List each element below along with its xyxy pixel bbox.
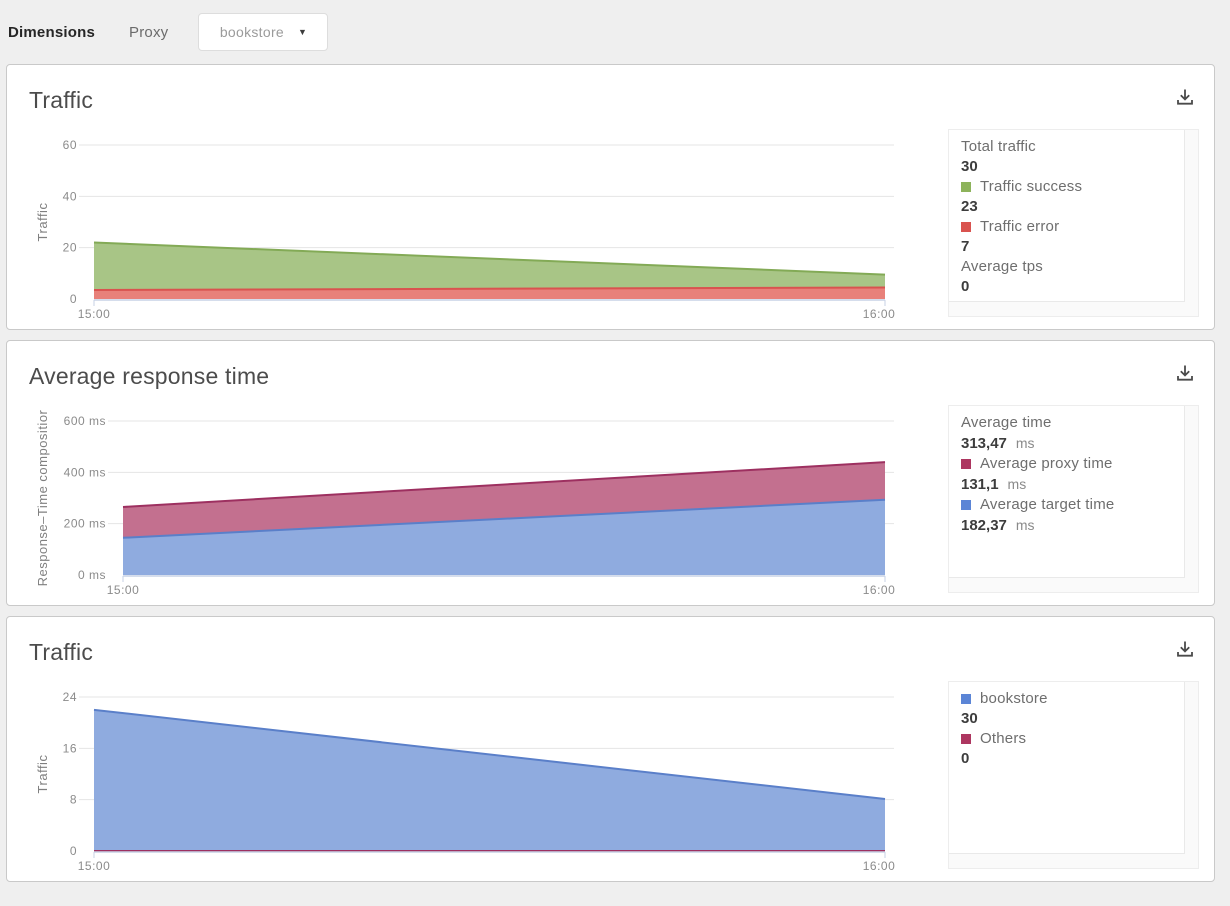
svg-text:15:00: 15:00 <box>78 859 111 873</box>
svg-text:Traffic: Traffic <box>35 203 50 242</box>
svg-text:24: 24 <box>63 690 77 704</box>
svg-text:16:00: 16:00 <box>863 583 896 597</box>
unit-label: ms <box>1015 517 1035 533</box>
legend-label: Average tps <box>961 258 1043 275</box>
svg-text:20: 20 <box>63 241 77 255</box>
unit-label: ms <box>1007 476 1027 492</box>
svg-text:600 ms: 600 ms <box>64 414 106 428</box>
traffic-panel: Traffic 0 20 40 60 15:00 16:00 Traffic Total t… <box>6 64 1215 330</box>
svg-text:16: 16 <box>63 741 77 755</box>
toolbar: Dimensions Proxy bookstore ▼ <box>0 0 1230 64</box>
others-swatch <box>961 734 971 744</box>
download-button[interactable] <box>1174 363 1196 385</box>
svg-text:0 ms: 0 ms <box>78 568 106 582</box>
legend-value: 0 <box>961 750 970 767</box>
legend-value: 182,37 ms <box>961 517 1035 534</box>
svg-text:15:00: 15:00 <box>78 307 111 321</box>
download-icon <box>1175 641 1195 662</box>
download-icon <box>1175 89 1195 110</box>
traffic-legend: Total traffic 30 Traffic success 23 Traf… <box>949 130 1185 302</box>
proxy-time-swatch <box>961 459 971 469</box>
traffic-chart: 0 20 40 60 15:00 16:00 Traffic <box>35 138 896 321</box>
proxy-select-value: bookstore <box>219 24 284 40</box>
download-icon <box>1175 365 1195 386</box>
svg-text:60: 60 <box>63 138 77 152</box>
dimensions-label: Dimensions <box>8 23 96 41</box>
traffic-success-swatch <box>961 182 971 192</box>
legend-value: 23 <box>961 198 978 215</box>
bookstore-swatch <box>961 694 971 704</box>
svg-text:8: 8 <box>70 793 77 807</box>
proxy-select[interactable]: bookstore ▼ <box>198 13 329 51</box>
svg-text:400 ms: 400 ms <box>64 465 106 479</box>
legend-value: 30 <box>961 158 978 175</box>
response-time-chart: 0 ms 200 ms 400 ms 600 ms 15:00 16:00 Response… <box>35 409 896 597</box>
traffic-by-proxy-panel: Traffic 0 8 16 24 15:00 16:00 Traffic bookstor… <box>6 616 1215 882</box>
target-time-swatch <box>961 500 971 510</box>
svg-text:16:00: 16:00 <box>863 307 896 321</box>
svg-text:Traffic: Traffic <box>35 755 50 794</box>
legend-label: Traffic success <box>961 177 1172 197</box>
response-time-legend: Average time 313,47 ms Average proxy time… <box>949 406 1185 578</box>
page-title: Average response time <box>29 363 270 389</box>
avg-response-time-panel: Average response time 0 ms 200 ms 400 ms 60… <box>6 340 1215 606</box>
svg-text:0: 0 <box>70 292 77 306</box>
page-title: Traffic <box>29 639 94 665</box>
download-button[interactable] <box>1174 639 1196 661</box>
legend-label: Traffic error <box>961 217 1172 237</box>
svg-text:16:00: 16:00 <box>863 859 896 873</box>
svg-text:15:00: 15:00 <box>107 583 140 597</box>
legend-scroll-area[interactable]: bookstore 30 Others 0 <box>948 681 1199 869</box>
legend-label: Average time <box>961 414 1052 431</box>
download-button[interactable] <box>1174 87 1196 109</box>
chevron-down-icon: ▼ <box>298 27 307 37</box>
legend-label: Total traffic <box>961 138 1036 155</box>
legend-value: 313,47 ms <box>961 435 1035 452</box>
traffic-by-proxy-legend: bookstore 30 Others 0 <box>949 682 1185 854</box>
svg-text:40: 40 <box>63 189 77 203</box>
svg-text:0: 0 <box>70 844 77 858</box>
proxy-label: Proxy <box>129 23 169 41</box>
traffic-by-proxy-chart: 0 8 16 24 15:00 16:00 Traffic <box>35 690 896 873</box>
legend-value: 0 <box>961 278 970 295</box>
legend-label: Average target time <box>961 495 1172 515</box>
svg-text:200 ms: 200 ms <box>64 517 106 531</box>
unit-label: ms <box>1015 435 1035 451</box>
legend-label: Others <box>961 729 1172 749</box>
legend-value: 7 <box>961 238 970 255</box>
legend-scroll-area[interactable]: Average time 313,47 ms Average proxy time… <box>948 405 1199 593</box>
svg-text:Response–Time compositior: Response–Time compositior <box>35 409 50 586</box>
legend-value: 131,1 ms <box>961 476 1027 493</box>
traffic-error-swatch <box>961 222 971 232</box>
legend-label: bookstore <box>961 689 1172 709</box>
page-title: Traffic <box>29 87 94 113</box>
legend-label: Average proxy time <box>961 454 1172 474</box>
legend-value: 30 <box>961 710 978 727</box>
legend-scroll-area[interactable]: Total traffic 30 Traffic success 23 Traf… <box>948 129 1199 317</box>
